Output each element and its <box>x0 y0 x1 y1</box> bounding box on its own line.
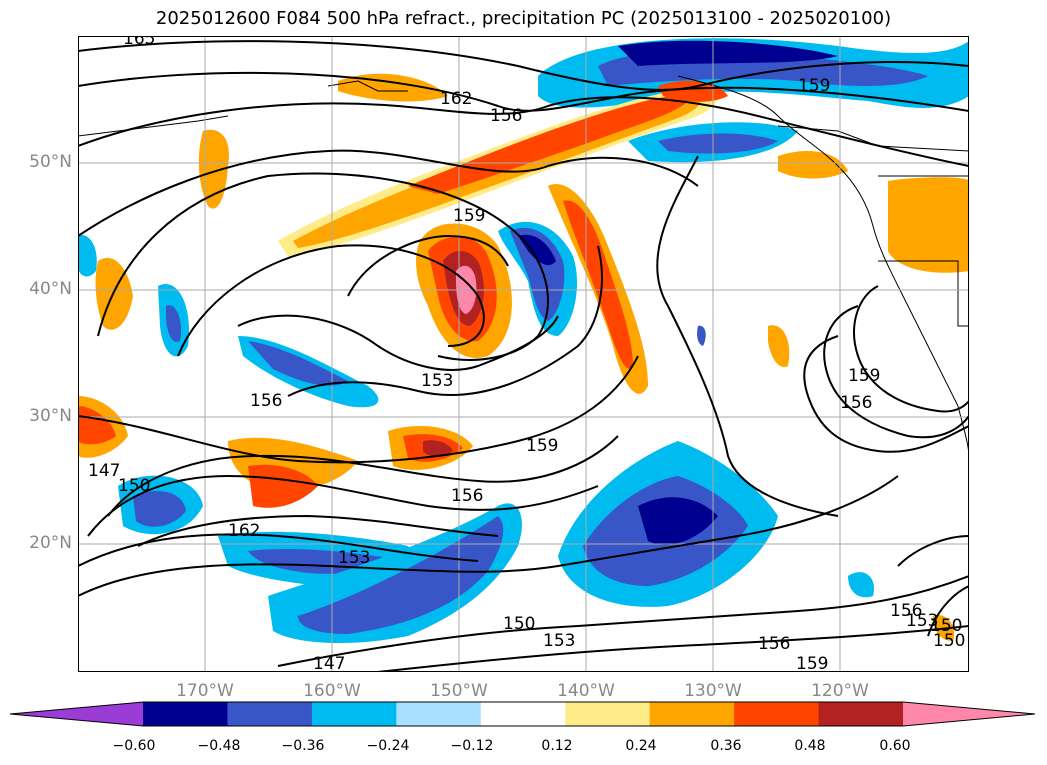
colorbar <box>10 701 1036 727</box>
lon-label: 160°W <box>303 681 361 701</box>
contour-label: 150 <box>933 631 965 651</box>
lat-label: 40°N <box>29 279 72 299</box>
contour-label: 153 <box>906 611 938 631</box>
contour-label: 153 <box>421 371 453 391</box>
contour-label: 156 <box>250 391 282 411</box>
lon-label: 150°W <box>430 681 488 701</box>
colorbar-cell <box>396 702 482 726</box>
colorbar-cell <box>143 702 228 726</box>
colorbar-tick: −0.24 <box>366 738 410 754</box>
contour-label: 159 <box>526 436 558 456</box>
contour-label: 162 <box>228 521 260 541</box>
colorbar-tick: −0.48 <box>197 738 241 754</box>
colorbar-tick: −0.36 <box>281 738 325 754</box>
colorbar-cell <box>818 702 904 726</box>
contour-label: 153 <box>543 631 575 651</box>
colorbar-cell <box>649 702 735 726</box>
colorbar-extend-low <box>10 702 143 726</box>
contour-label: 162 <box>440 89 472 109</box>
colorbar-tick: 0.60 <box>879 738 911 754</box>
lat-label: 50°N <box>29 152 72 172</box>
contour-label: 156 <box>890 601 922 621</box>
contour-lines <box>78 40 969 672</box>
gridlines <box>78 36 969 672</box>
contour-label: 165 <box>123 36 155 49</box>
colorbar-tick: 0.12 <box>541 738 573 754</box>
colorbar-extend-high <box>903 702 1035 726</box>
contour-label: 150 <box>503 614 535 634</box>
colorbar-tick: −0.12 <box>450 738 494 754</box>
chart-title: 2025012600 F084 500 hPa refract., precip… <box>155 8 892 29</box>
contour-label: 153 <box>338 548 370 568</box>
coastlines <box>78 75 969 457</box>
colorbar-tick: 0.36 <box>710 738 742 754</box>
contour-labels: 165 162 156 159 159 153 156 159 156 153 … <box>88 36 965 672</box>
contour-label: 159 <box>798 76 830 96</box>
contour-label: 159 <box>453 206 485 226</box>
lat-label: 30°N <box>29 406 72 426</box>
contour-label: 159 <box>796 654 828 672</box>
lon-label: 140°W <box>557 681 615 701</box>
lon-label: 120°W <box>811 681 869 701</box>
colorbar-cell <box>311 702 397 726</box>
lon-label: 130°W <box>684 681 742 701</box>
contour-label: 159 <box>848 366 880 386</box>
map-plot: 165 162 156 159 159 153 156 159 156 153 … <box>78 36 969 672</box>
contour-label: 156 <box>490 106 522 126</box>
lat-label: 20°N <box>29 533 72 553</box>
colorbar-cell <box>565 702 651 726</box>
lon-label: 170°W <box>176 681 234 701</box>
contour-label: 150 <box>930 616 962 636</box>
contour-label: 147 <box>313 654 345 672</box>
contour-label: 156 <box>451 486 483 506</box>
colorbar-cell <box>480 702 566 726</box>
colorbar-tick: −0.60 <box>112 738 156 754</box>
contour-label: 156 <box>840 393 872 413</box>
colorbar-tick: 0.24 <box>625 738 657 754</box>
contour-label: 156 <box>758 634 790 654</box>
colorbar-tick: 0.48 <box>794 738 826 754</box>
contour-label: 147 <box>88 461 120 481</box>
colorbar-cell <box>734 702 820 726</box>
contour-label: 150 <box>118 476 150 496</box>
colorbar-cell <box>227 702 313 726</box>
